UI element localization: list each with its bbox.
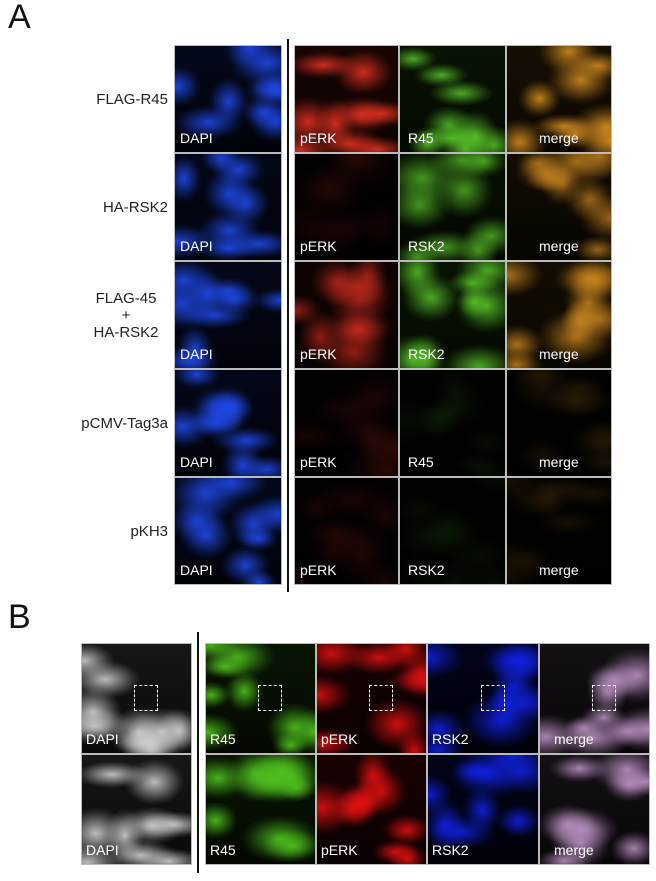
image-rsk2: RSK2 — [427, 754, 539, 865]
image-dapi: DAPI — [81, 754, 192, 865]
image-r45: R45 — [205, 754, 316, 865]
channel-label: merge — [539, 346, 579, 362]
image-r45: R45 — [205, 643, 316, 754]
channel-label: pERK — [300, 130, 337, 146]
image-perk: pERK — [294, 261, 399, 369]
image-merge: merge — [506, 45, 612, 153]
channel-label: pERK — [300, 562, 337, 578]
channel-label: merge — [554, 731, 594, 747]
image-dapi: DAPI — [174, 261, 282, 369]
channel-label: DAPI — [86, 731, 119, 747]
image-dapi: DAPI — [81, 643, 192, 754]
channel-label: RSK2 — [432, 731, 469, 747]
panel-b-label: B — [8, 598, 31, 636]
image-perk: pERK — [316, 754, 427, 865]
channel-label: DAPI — [180, 346, 213, 362]
channel-label: DAPI — [180, 130, 213, 146]
image-merge: merge — [506, 261, 612, 369]
channel-label: DAPI — [86, 842, 119, 858]
image-rsk2: RSK2 — [399, 477, 506, 585]
image-merge: merge — [506, 153, 612, 261]
channel-label: pERK — [321, 731, 358, 747]
channel-label: merge — [539, 454, 579, 470]
image-rsk2: RSK2 — [399, 261, 506, 369]
image-perk: pERK — [294, 153, 399, 261]
channel-label: RSK2 — [432, 842, 469, 858]
channel-label: R45 — [210, 842, 236, 858]
image-r45: R45 — [399, 369, 506, 477]
row-label: pKH3 — [130, 522, 168, 540]
channel-label: R45 — [408, 130, 434, 146]
image-perk: pERK — [294, 45, 399, 153]
row-label: pCMV-Tag3a — [81, 414, 168, 432]
channel-label: R45 — [210, 731, 236, 747]
image-merge: merge — [506, 477, 612, 585]
zoom-region-box — [134, 685, 159, 712]
image-dapi: DAPI — [174, 153, 282, 261]
image-perk: pERK — [294, 477, 399, 585]
image-dapi: DAPI — [174, 369, 282, 477]
image-rsk2: RSK2 — [427, 643, 539, 754]
image-r45: R45 — [399, 45, 506, 153]
image-merge: merge — [539, 754, 650, 865]
row-label: HA-RSK2 — [102, 198, 168, 216]
channel-label: merge — [539, 562, 579, 578]
channel-label: merge — [539, 130, 579, 146]
zoom-region-box — [258, 685, 283, 712]
row-label: FLAG-R45 — [96, 90, 168, 108]
channel-label: DAPI — [180, 454, 213, 470]
image-perk: pERK — [294, 369, 399, 477]
panel-a-divider — [287, 39, 289, 592]
zoom-region-box — [480, 685, 505, 712]
channel-label: merge — [539, 238, 579, 254]
row-label: FLAG-45 + HA-RSK2 — [93, 289, 159, 341]
image-dapi: DAPI — [174, 477, 282, 585]
panel-b-divider — [197, 632, 199, 873]
image-dapi: DAPI — [174, 45, 282, 153]
channel-label: RSK2 — [408, 562, 445, 578]
channel-label: pERK — [300, 454, 337, 470]
channel-label: RSK2 — [408, 346, 445, 362]
image-merge: merge — [506, 369, 612, 477]
zoom-region-box — [592, 685, 617, 712]
panel-a-label: A — [8, 0, 31, 36]
image-rsk2: RSK2 — [399, 153, 506, 261]
channel-label: pERK — [300, 346, 337, 362]
channel-label: DAPI — [180, 562, 213, 578]
image-perk: pERK — [316, 643, 427, 754]
zoom-region-box — [369, 685, 394, 712]
channel-label: DAPI — [180, 238, 213, 254]
channel-label: merge — [554, 842, 594, 858]
channel-label: pERK — [321, 842, 358, 858]
channel-label: pERK — [300, 238, 337, 254]
channel-label: R45 — [408, 454, 434, 470]
image-merge: merge — [539, 643, 650, 754]
channel-label: RSK2 — [408, 238, 445, 254]
